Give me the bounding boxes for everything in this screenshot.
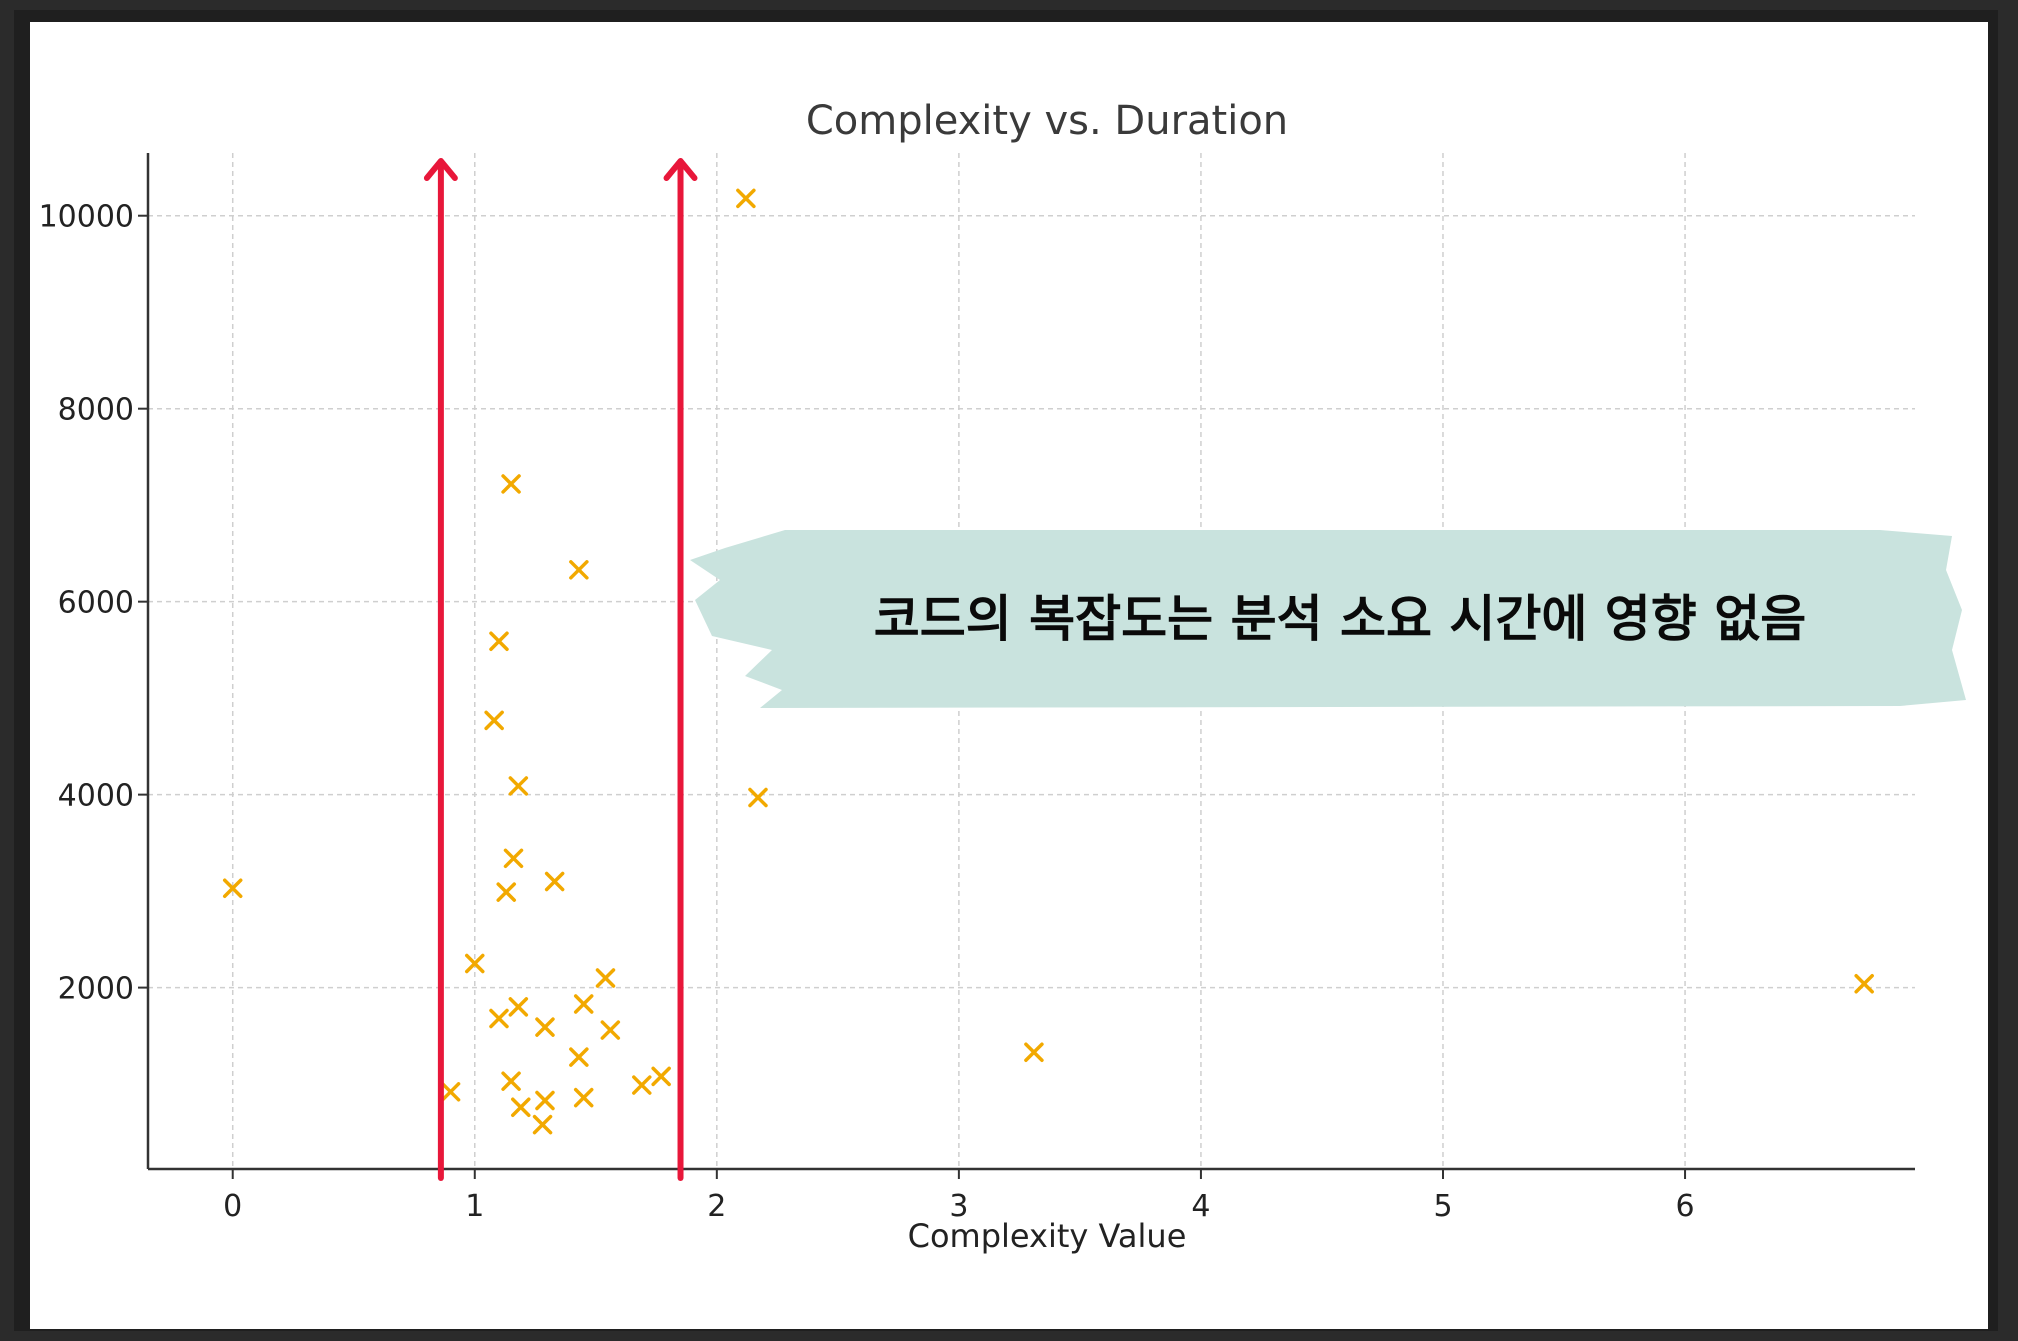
data-point-stroke [600,1020,621,1040]
data-point-stroke [569,1047,589,1067]
banner-brush-shape [690,530,1966,708]
x-tick-label: 2 [707,1189,726,1224]
x-axis-label: Complexity Value [908,1217,1187,1255]
data-point [535,1017,555,1037]
data-point-stroke [503,848,524,869]
data-point-stroke [484,710,504,731]
data-point-stroke [1854,973,1874,994]
data-point [748,787,768,808]
data-point [573,1087,594,1108]
data-point [508,776,529,796]
data-point [1024,1042,1044,1063]
y-tick-label: 4000 [58,779,134,814]
x-tick-label: 4 [1191,1189,1210,1224]
data-point-stroke [440,1082,461,1102]
y-tick-label: 8000 [58,393,134,428]
data-point [1854,973,1874,994]
data-point-stroke [489,631,509,651]
data-point [532,1114,553,1135]
data-point [484,710,504,731]
data-point-stroke [222,878,243,898]
data-point-stroke [501,474,521,494]
data-point-stroke [573,1087,594,1108]
data-point [632,1075,652,1095]
data-point [736,188,756,209]
data-point [651,1066,671,1087]
data-point-stroke [573,994,594,1014]
data-point-stroke [535,1017,555,1037]
red-arrow [663,158,698,1181]
y-tick-label: 2000 [58,972,134,1007]
x-tick-label: 5 [1433,1189,1452,1224]
data-point-stroke [489,1008,509,1029]
data-point [569,1047,589,1067]
data-point [600,1020,621,1040]
data-point [508,997,529,1017]
data-point [573,994,594,1014]
data-point-stroke [508,776,529,796]
data-point [501,1071,521,1091]
x-tick-label: 6 [1676,1189,1695,1224]
y-tick-label: 10000 [39,200,134,235]
data-point [222,878,243,898]
data-point [489,631,509,651]
data-point-stroke [496,882,516,902]
data-point-stroke [535,1090,555,1111]
data-point [535,1090,555,1111]
data-point-stroke [465,953,485,974]
data-point [569,560,589,580]
data-point-stroke [632,1075,652,1095]
data-point [595,968,616,988]
data-point-stroke [508,997,529,1017]
banner-text: 코드의 복잡도는 분석 소요 시간에 영향 없음 [874,590,1806,648]
data-points [222,188,1874,1135]
data-point-stroke [595,968,616,988]
data-point [489,1008,509,1029]
data-point [544,871,565,892]
data-point [496,882,516,902]
y-tick-label: 6000 [58,586,134,621]
data-point-stroke [501,1071,521,1091]
data-point [503,848,524,869]
x-tick-label: 3 [949,1189,968,1224]
x-tick-label: 1 [465,1189,484,1224]
arrow-head [663,158,698,181]
red-arrow [423,158,458,1181]
data-point-stroke [748,787,768,808]
tick-labels: 0 1 2 3 4 5 6 2000 4000 6000 8000 10000 [39,200,1695,1224]
data-point-stroke [511,1097,531,1117]
data-point-stroke [651,1066,671,1087]
data-point-stroke [532,1114,553,1135]
chart-title: Complexity vs. Duration [806,98,1288,144]
data-point [440,1082,461,1102]
data-point-stroke [569,560,589,580]
annotation-banner: 코드의 복잡도는 분석 소요 시간에 영향 없음 [690,530,1966,708]
data-point-stroke [1024,1042,1044,1063]
x-tick-label: 0 [223,1189,242,1224]
arrow-head [423,158,458,181]
data-point-stroke [544,871,565,892]
data-point [511,1097,531,1117]
data-point [465,953,485,974]
data-point [501,474,521,494]
data-point-stroke [736,188,756,209]
annotation-arrows [423,158,698,1181]
